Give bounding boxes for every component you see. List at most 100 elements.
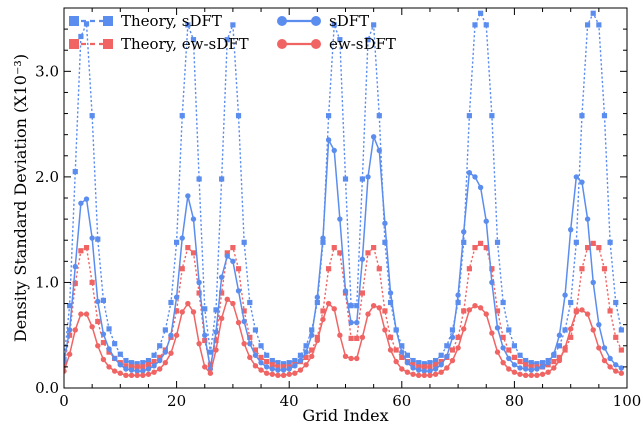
- data-point: [117, 362, 124, 368]
- data-point: [427, 364, 433, 370]
- data-point: [151, 363, 157, 369]
- data-point: [556, 357, 563, 364]
- data-point: [263, 370, 270, 376]
- data-point: [483, 22, 489, 28]
- data-point: [168, 332, 174, 338]
- data-point: [427, 368, 433, 374]
- data-point: [359, 256, 366, 262]
- data-point: [303, 362, 309, 368]
- data-point: [466, 307, 473, 313]
- data-point: [95, 318, 101, 325]
- data-point: [601, 113, 608, 119]
- data-point: [376, 113, 382, 119]
- data-point: [241, 308, 247, 314]
- data-point: [235, 319, 242, 326]
- data-point: [449, 347, 456, 353]
- data-point: [596, 245, 602, 251]
- data-point: [224, 296, 230, 303]
- data-point: [461, 308, 467, 314]
- data-point: [461, 229, 467, 235]
- data-point: [202, 332, 208, 338]
- data-point: [489, 279, 495, 286]
- data-point: [455, 334, 461, 340]
- data-point: [292, 363, 298, 369]
- data-point: [500, 359, 506, 366]
- legend-marker: [277, 39, 287, 49]
- x-tick-label: 0: [59, 392, 69, 410]
- data-point: [224, 37, 230, 43]
- data-point: [568, 299, 574, 306]
- data-point: [331, 147, 337, 154]
- data-point: [410, 362, 416, 368]
- data-point: [72, 263, 78, 270]
- data-point: [162, 349, 169, 355]
- data-point: [590, 279, 596, 286]
- data-point: [601, 266, 608, 272]
- data-point: [342, 176, 349, 182]
- data-point: [511, 354, 517, 360]
- data-point: [376, 305, 382, 311]
- data-point: [185, 193, 191, 199]
- legend-marker: [103, 39, 113, 49]
- data-point: [286, 360, 292, 366]
- data-point: [151, 352, 157, 358]
- data-point: [326, 113, 332, 119]
- plot-area: [64, 10, 625, 379]
- data-point: [78, 33, 84, 40]
- data-point: [89, 235, 95, 241]
- data-point: [303, 343, 309, 349]
- data-point: [297, 352, 304, 358]
- legend-marker: [69, 16, 79, 26]
- data-point: [523, 357, 529, 364]
- data-point: [128, 360, 135, 366]
- data-point: [483, 218, 489, 224]
- data-point: [252, 327, 259, 333]
- data-point: [601, 345, 608, 351]
- data-point: [134, 368, 140, 374]
- data-point: [477, 184, 484, 191]
- data-point: [601, 357, 608, 364]
- data-point: [157, 366, 163, 372]
- data-point: [100, 356, 107, 363]
- data-point: [286, 366, 292, 372]
- data-point: [432, 371, 439, 377]
- data-point: [331, 22, 337, 28]
- data-point: [472, 302, 478, 309]
- data-point: [410, 357, 416, 364]
- data-point: [539, 371, 546, 377]
- data-point: [455, 299, 461, 306]
- data-point: [478, 10, 484, 16]
- x-axis: 0 20 40 60 80 100: [59, 8, 641, 410]
- data-point: [500, 345, 506, 351]
- legend-marker: [103, 16, 113, 26]
- data-point: [370, 302, 377, 309]
- data-point: [579, 113, 585, 119]
- data-point: [83, 196, 90, 202]
- legend-entry-0: Theory, sDFT: [69, 12, 222, 30]
- data-point: [449, 357, 456, 364]
- data-point: [613, 368, 619, 374]
- data-point: [235, 113, 242, 119]
- data-point: [196, 279, 202, 286]
- data-point: [179, 266, 185, 272]
- data-point: [185, 22, 191, 28]
- data-point: [66, 327, 73, 333]
- legend-marker: [277, 16, 287, 26]
- data-point: [83, 245, 90, 251]
- data-point: [551, 359, 557, 365]
- x-tick-label: 80: [505, 392, 524, 410]
- data-point: [387, 290, 394, 296]
- data-point: [506, 327, 512, 333]
- data-point: [202, 306, 208, 312]
- data-point: [100, 331, 107, 337]
- data-point: [365, 311, 371, 317]
- data-point: [590, 327, 596, 333]
- data-point: [241, 318, 247, 325]
- data-point: [168, 299, 174, 306]
- data-point: [410, 365, 416, 371]
- data-point: [348, 355, 354, 362]
- data-point: [500, 334, 506, 340]
- data-point: [202, 337, 208, 344]
- data-point: [573, 309, 580, 315]
- data-point: [314, 294, 321, 300]
